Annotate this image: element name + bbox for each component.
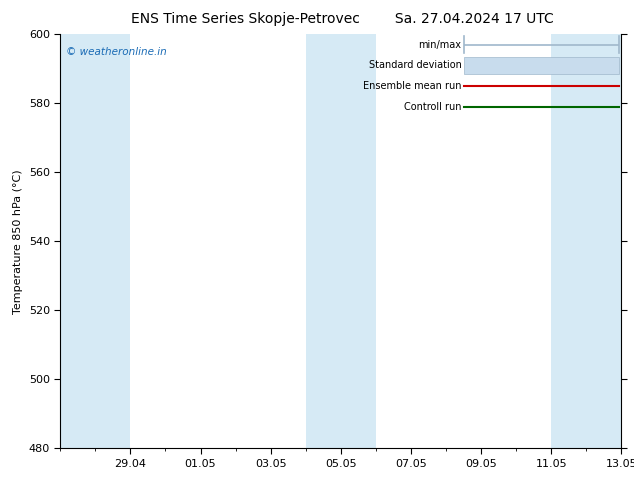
Text: Controll run: Controll run (404, 102, 462, 112)
Bar (306, 34, 376, 448)
Bar (551, 34, 621, 448)
Text: min/max: min/max (418, 40, 462, 49)
Bar (464, 57, 619, 74)
Y-axis label: Temperature 850 hPa (°C): Temperature 850 hPa (°C) (13, 169, 23, 314)
Text: © weatheronline.in: © weatheronline.in (66, 47, 167, 57)
Text: ENS Time Series Skopje-Petrovec        Sa. 27.04.2024 17 UTC: ENS Time Series Skopje-Petrovec Sa. 27.0… (131, 12, 553, 26)
Text: Standard deviation: Standard deviation (368, 60, 462, 71)
Bar (60, 34, 131, 448)
Text: Ensemble mean run: Ensemble mean run (363, 81, 462, 91)
